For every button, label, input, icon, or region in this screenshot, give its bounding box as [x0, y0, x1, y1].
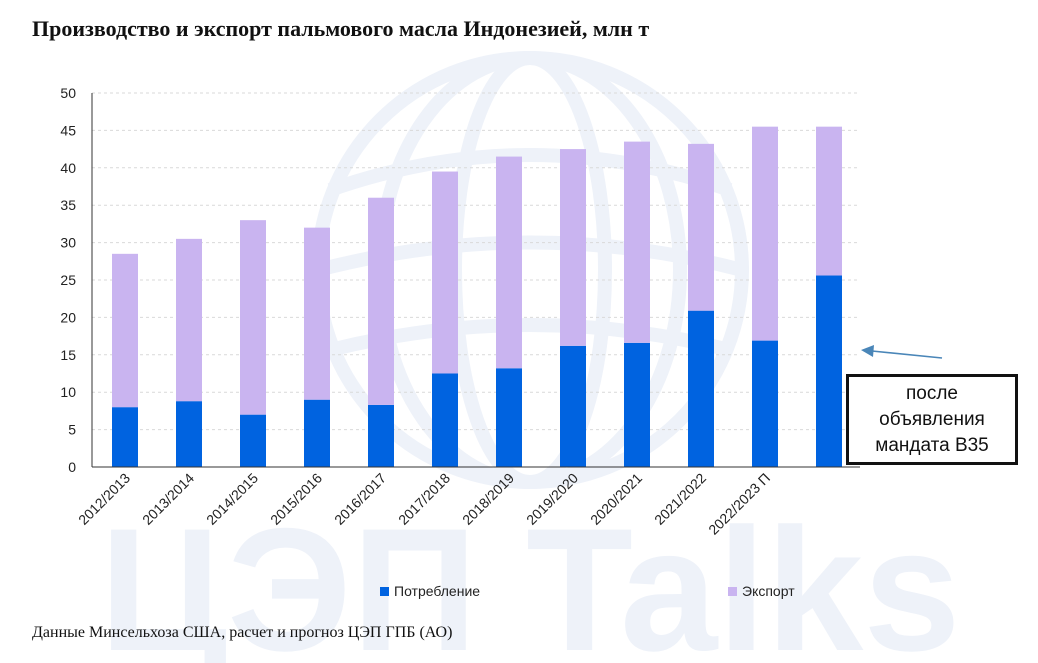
y-tick-label: 50: [60, 85, 76, 101]
bar-consumption: [432, 373, 458, 467]
y-tick-label: 0: [68, 459, 76, 475]
bar-consumption: [624, 342, 650, 467]
bar-consumption: [752, 340, 778, 467]
bar-export: [560, 149, 586, 346]
chart-title: Производство и экспорт пальмового масла …: [32, 16, 650, 41]
y-tick-label: 40: [60, 160, 76, 176]
x-tick-label: 2021/2022: [651, 470, 709, 528]
y-tick-label: 10: [60, 384, 76, 400]
annotation-box: после объявления мандата B35: [846, 374, 1018, 465]
bar-export: [112, 253, 138, 408]
gridlines: [92, 92, 860, 431]
bar-consumption: [112, 407, 138, 467]
bar-export: [176, 238, 202, 402]
legend-export: Экспорт: [728, 583, 795, 599]
x-tick-label: 2017/2018: [395, 470, 453, 528]
annotation-line-2: объявления: [879, 408, 985, 430]
legend-swatch-export: [728, 586, 737, 596]
bar-export: [688, 143, 714, 311]
x-tick-label: 2012/2013: [75, 470, 133, 528]
bar-export: [624, 141, 650, 343]
bars: [112, 126, 842, 467]
annotation-line-3: мандата B35: [875, 434, 989, 456]
bar-consumption: [304, 399, 330, 467]
bar-consumption: [688, 310, 714, 467]
annotation-line-1: после: [905, 382, 958, 404]
bar-export: [816, 126, 842, 276]
bar-consumption: [240, 414, 266, 467]
y-tick-label: 20: [60, 309, 76, 325]
bar-consumption: [176, 401, 202, 467]
legend-label-consumption: Потребление: [394, 583, 481, 599]
legend-swatch-consumption: [380, 586, 389, 596]
x-tick-label: 2016/2017: [331, 470, 389, 528]
bar-export: [368, 197, 394, 405]
x-tick-label: 2013/2014: [139, 470, 197, 528]
y-tick-label: 45: [60, 122, 76, 138]
x-tick-label: 2019/2020: [523, 470, 581, 528]
bar-export: [432, 171, 458, 374]
y-tick-label: 15: [60, 347, 76, 363]
bar-consumption: [496, 368, 522, 467]
x-tick-label: 2014/2015: [203, 470, 261, 528]
bar-consumption: [816, 275, 842, 467]
bar-export: [240, 220, 266, 415]
y-tick-label: 35: [60, 197, 76, 213]
legend-consumption: Потребление: [380, 583, 480, 599]
x-tick-label: 2022/2023 П: [705, 470, 773, 538]
bar-export: [752, 126, 778, 341]
bar-export: [304, 227, 330, 400]
x-tick-label: 2015/2016: [267, 470, 325, 528]
arrow-pointer: [861, 345, 943, 359]
y-tick-label: 25: [60, 272, 76, 288]
bar-export: [496, 156, 522, 369]
legend-label-export: Экспорт: [742, 583, 795, 599]
x-tick-label: 2018/2019: [459, 470, 517, 528]
y-tick-label: 5: [68, 422, 76, 438]
bar-consumption: [560, 345, 586, 467]
watermark-text: ЦЭП Talks: [99, 493, 960, 663]
x-tick-label: 2020/2021: [587, 470, 645, 528]
y-tick-label: 30: [60, 235, 76, 251]
source-note: Данные Минсельхоза США, расчет и прогноз…: [32, 624, 453, 641]
bar-consumption: [368, 404, 394, 467]
